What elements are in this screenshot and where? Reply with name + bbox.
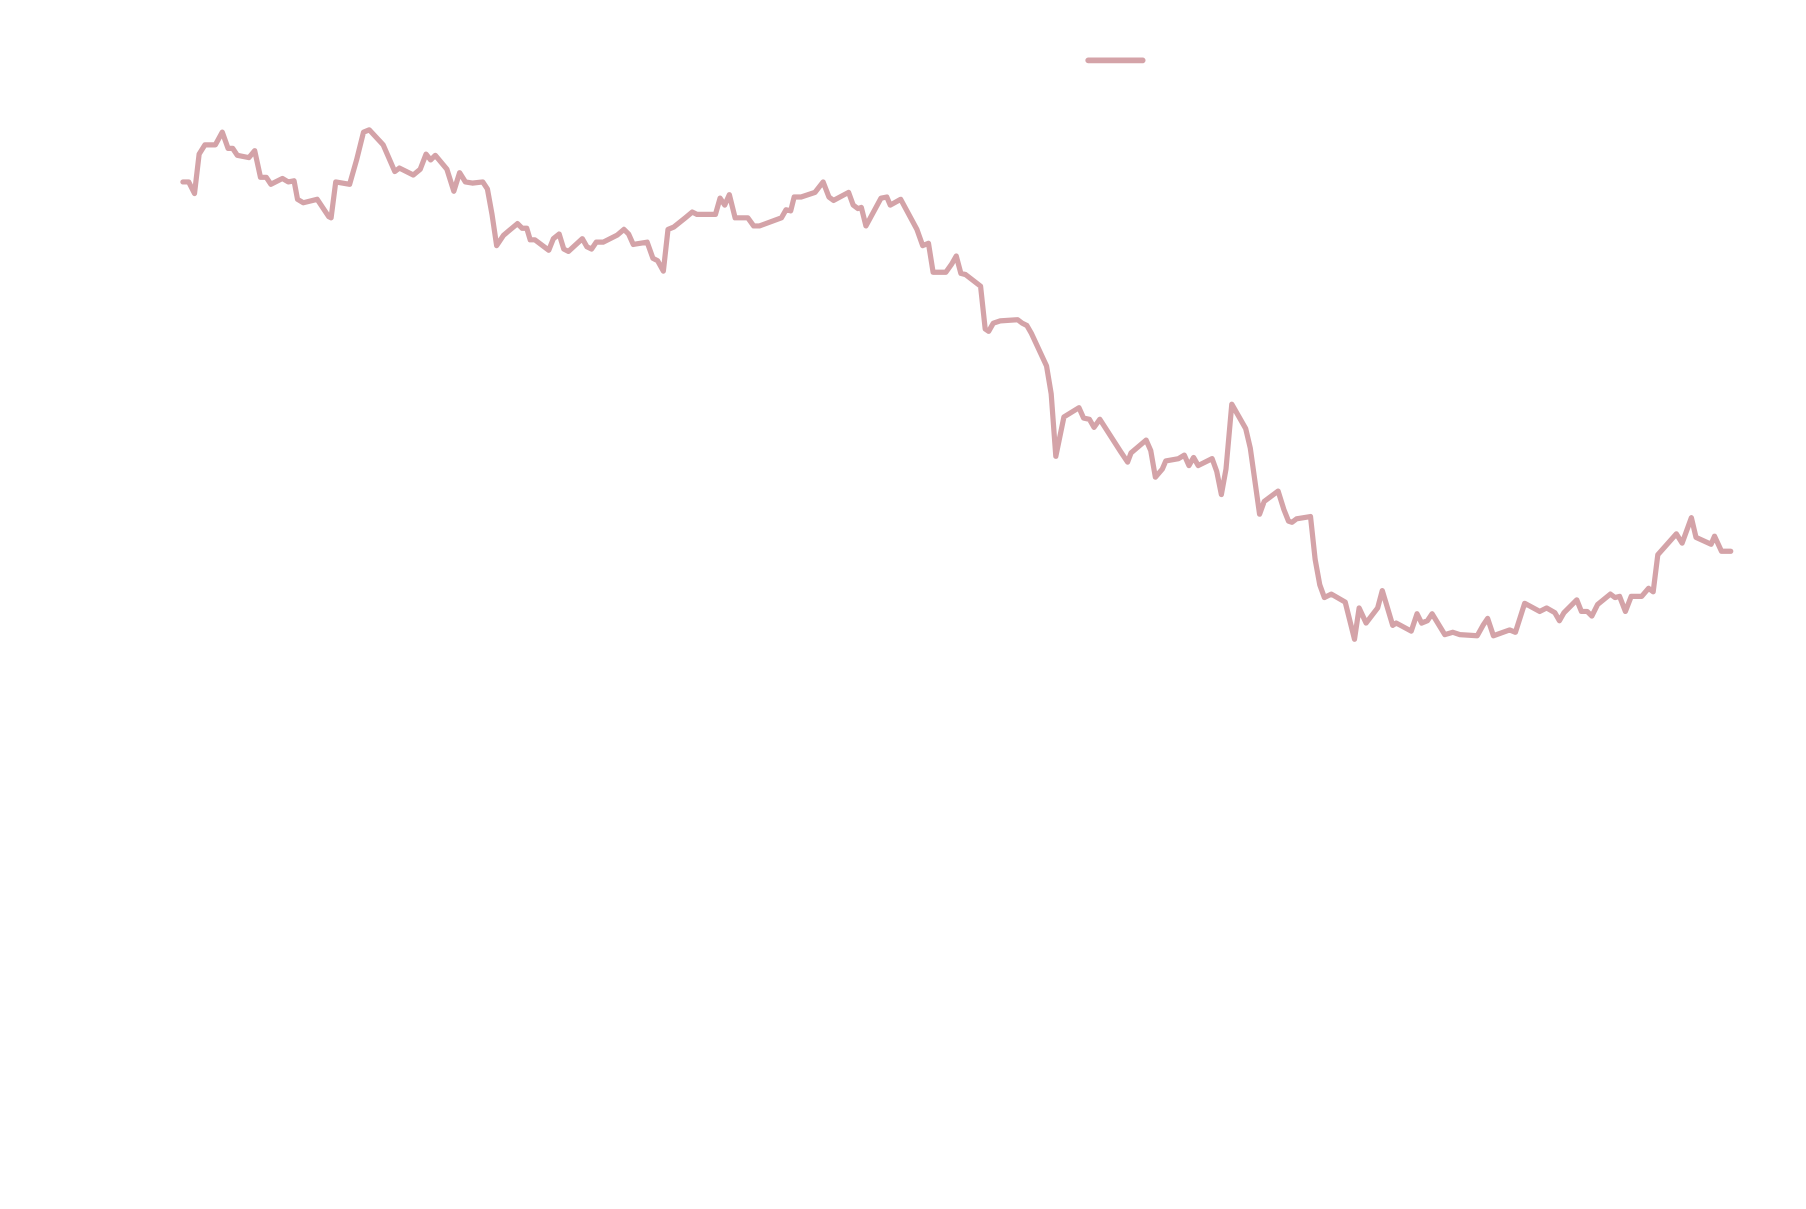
line-series <box>180 127 1734 642</box>
